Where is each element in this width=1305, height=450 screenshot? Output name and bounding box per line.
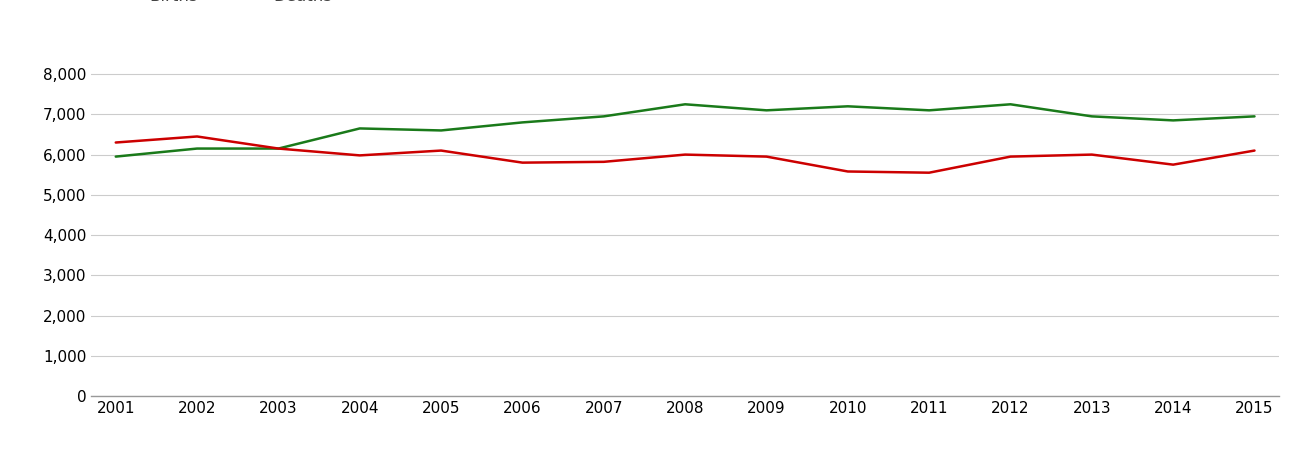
Legend: Births, Deaths: Births, Deaths	[99, 0, 333, 5]
Deaths	[433, 148, 449, 153]
Births	[270, 146, 286, 151]
Births	[758, 108, 774, 113]
Deaths	[921, 170, 937, 176]
Deaths	[352, 153, 368, 158]
Births	[596, 114, 612, 119]
Deaths	[840, 169, 856, 174]
Births	[1246, 114, 1262, 119]
Births	[1002, 102, 1018, 107]
Deaths	[270, 146, 286, 151]
Line: Births: Births	[116, 104, 1254, 157]
Deaths	[677, 152, 693, 158]
Births	[108, 154, 124, 159]
Line: Deaths: Deaths	[116, 136, 1254, 173]
Births	[840, 104, 856, 109]
Deaths	[1002, 154, 1018, 159]
Births	[514, 120, 530, 125]
Deaths	[189, 134, 205, 139]
Deaths	[758, 154, 774, 159]
Births	[433, 128, 449, 133]
Deaths	[1165, 162, 1181, 167]
Births	[1165, 118, 1181, 123]
Deaths	[514, 160, 530, 165]
Deaths	[1246, 148, 1262, 153]
Deaths	[1084, 152, 1100, 158]
Births	[921, 108, 937, 113]
Births	[352, 126, 368, 131]
Births	[189, 146, 205, 151]
Births	[1084, 114, 1100, 119]
Births	[677, 102, 693, 107]
Deaths	[108, 140, 124, 145]
Deaths	[596, 159, 612, 165]
